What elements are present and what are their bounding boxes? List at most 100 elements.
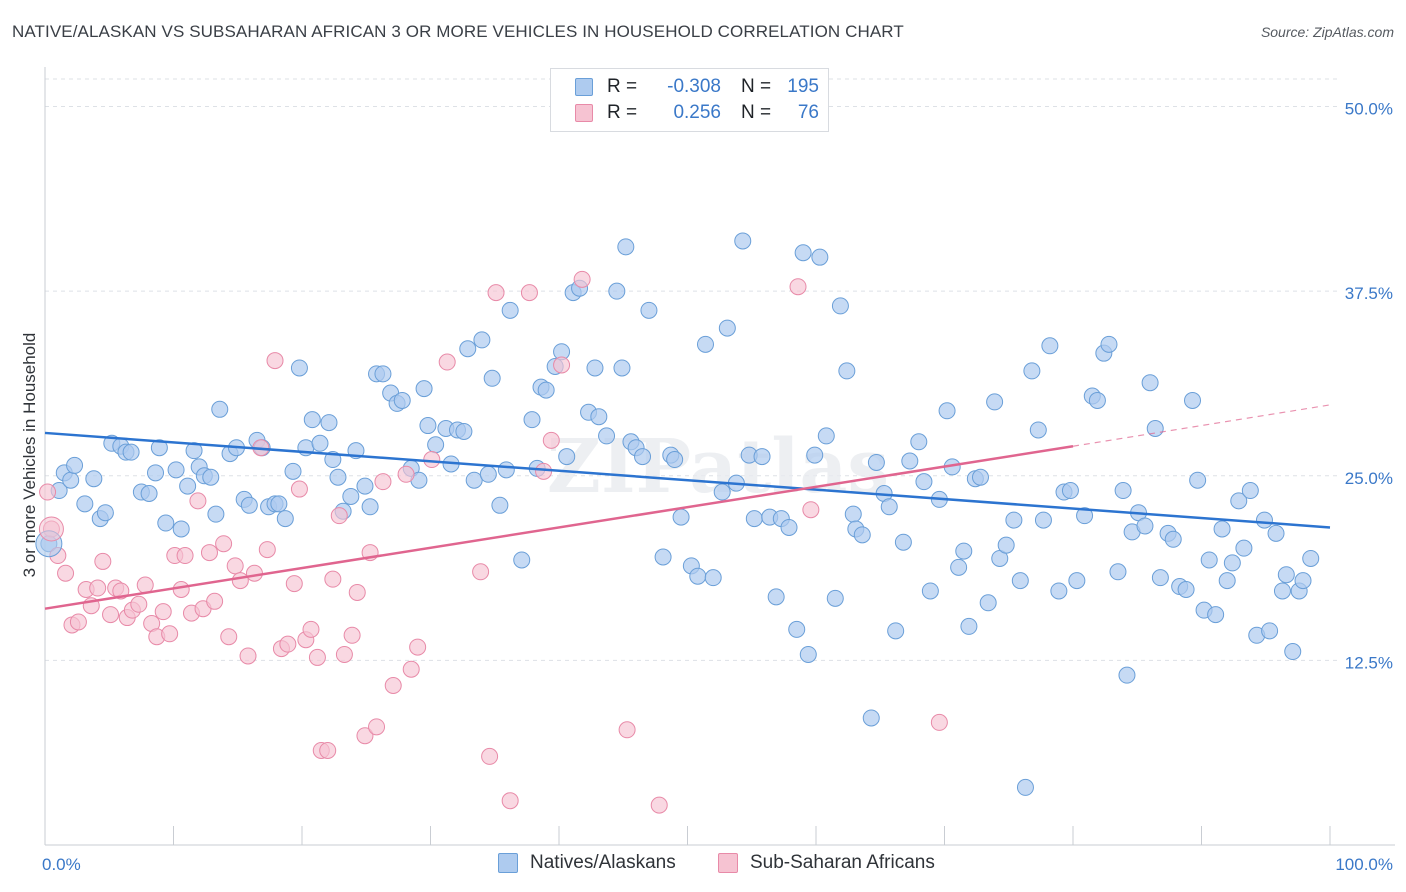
data-point-natives xyxy=(844,505,862,523)
data-point-africans xyxy=(89,579,107,597)
data-point-natives xyxy=(558,448,576,466)
data-point-natives xyxy=(1267,524,1285,542)
data-point-natives xyxy=(826,589,844,607)
data-point-natives xyxy=(1114,482,1132,500)
data-point-natives xyxy=(986,393,1004,411)
data-point-africans xyxy=(356,727,374,745)
data-point-natives xyxy=(290,359,308,377)
data-point-natives xyxy=(979,594,997,612)
data-point-natives xyxy=(817,427,835,445)
data-point-africans xyxy=(136,576,154,594)
legend-swatch-blue xyxy=(575,78,593,96)
data-point-africans xyxy=(215,535,233,553)
legend-item-africans[interactable]: Sub-Saharan Africans xyxy=(718,850,935,876)
legend-n-label: N = xyxy=(741,76,772,97)
data-point-africans xyxy=(409,638,427,656)
data-point-africans xyxy=(308,648,326,666)
data-point-natives xyxy=(1068,572,1086,590)
data-point-natives xyxy=(1146,420,1164,438)
data-point-natives xyxy=(997,536,1015,554)
data-point-natives xyxy=(1023,362,1041,380)
data-point-natives xyxy=(1088,391,1106,409)
data-point-natives xyxy=(971,468,989,486)
data-point-africans xyxy=(535,462,553,480)
data-point-natives xyxy=(523,411,541,429)
data-point-natives xyxy=(654,548,672,566)
data-point-africans xyxy=(302,620,320,638)
data-point-natives xyxy=(537,381,555,399)
legend-n-value: 195 xyxy=(787,76,819,97)
data-point-natives xyxy=(207,505,225,523)
data-point-natives xyxy=(459,340,477,358)
data-point-natives xyxy=(608,282,626,300)
data-point-natives xyxy=(880,498,898,516)
data-point-africans xyxy=(130,595,148,613)
data-point-africans xyxy=(172,580,190,598)
data-point-africans xyxy=(650,796,668,814)
data-point-natives xyxy=(734,232,752,250)
legend-swatch-pink xyxy=(575,104,593,122)
data-point-natives xyxy=(1302,549,1320,567)
legend-r-label: R = xyxy=(607,102,638,123)
data-point-natives xyxy=(1273,582,1291,600)
data-point-natives xyxy=(794,244,812,262)
data-point-africans xyxy=(618,721,636,739)
trendline-africans-extension xyxy=(1072,404,1331,447)
data-point-natives xyxy=(1189,471,1207,489)
data-point-natives xyxy=(1041,337,1059,355)
data-point-natives xyxy=(838,362,856,380)
data-point-natives xyxy=(1261,622,1279,640)
data-point-natives xyxy=(211,400,229,418)
legend-r-value: 0.256 xyxy=(673,102,721,123)
data-point-africans xyxy=(368,718,386,736)
data-point-natives xyxy=(361,498,379,516)
data-point-natives xyxy=(590,408,608,426)
data-point-africans xyxy=(245,564,263,582)
data-point-natives xyxy=(1118,666,1136,684)
data-point-natives xyxy=(284,462,302,480)
data-point-africans xyxy=(501,792,519,810)
data-point-natives xyxy=(179,477,197,495)
data-point-natives xyxy=(811,248,829,266)
data-point-natives xyxy=(122,443,140,461)
legend-item-natives[interactable]: Natives/Alaskans xyxy=(498,850,676,876)
data-point-natives xyxy=(320,414,338,432)
legend-row-natives: R = -0.308 N = 195 xyxy=(575,75,819,99)
data-point-natives xyxy=(938,402,956,420)
data-point-natives xyxy=(955,542,973,560)
data-point-natives xyxy=(1207,606,1225,624)
legend-r-value: -0.308 xyxy=(667,76,721,97)
data-point-africans xyxy=(542,431,560,449)
data-point-natives xyxy=(455,422,473,440)
source-label: Source: ZipAtlas.com xyxy=(1260,24,1394,40)
data-point-natives xyxy=(415,380,433,398)
trendline-africans xyxy=(44,444,1074,610)
data-point-natives xyxy=(915,473,933,491)
data-point-natives xyxy=(806,446,824,464)
data-point-natives xyxy=(483,369,501,387)
data-point-africans xyxy=(231,572,249,590)
data-point-natives xyxy=(393,391,411,409)
data-point-natives xyxy=(799,645,817,663)
y-tick-label: 50.0% xyxy=(1345,100,1393,119)
data-point-africans xyxy=(279,635,297,653)
data-point-natives xyxy=(167,461,185,479)
data-point-africans xyxy=(324,570,342,588)
data-point-natives xyxy=(831,297,849,315)
data-point-africans-cluster xyxy=(38,516,64,542)
data-point-africans xyxy=(802,501,820,519)
data-point-africans xyxy=(553,356,571,374)
data-point-africans xyxy=(102,606,120,624)
data-point-natives xyxy=(1235,539,1253,557)
data-point-natives xyxy=(640,301,658,319)
data-point-africans xyxy=(930,713,948,731)
data-point-africans xyxy=(285,575,303,593)
data-point-natives xyxy=(465,471,483,489)
legend-swatch-pink xyxy=(718,853,738,873)
y-tick-label: 25.0% xyxy=(1345,469,1393,488)
data-point-natives xyxy=(598,427,616,445)
data-point-natives xyxy=(689,567,707,585)
data-point-africans xyxy=(335,645,353,663)
legend-label-natives: Natives/Alaskans xyxy=(530,852,676,873)
